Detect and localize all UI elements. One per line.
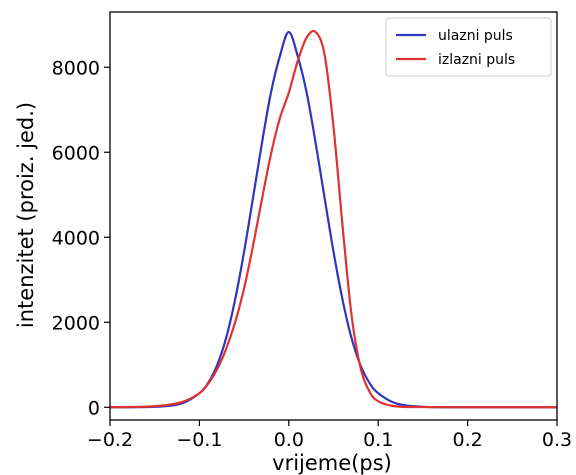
- legend-box: [385, 17, 552, 77]
- x-tick-label: 0.0: [274, 429, 304, 451]
- x-tick-label: 0.3: [542, 429, 572, 451]
- x-axis-label: vrijeme(ps): [272, 451, 392, 475]
- y-tick-label: 4000: [52, 227, 100, 249]
- y-axis-ticks: 0 2000 4000 6000 8000: [52, 57, 110, 419]
- series-line-2: [109, 29, 558, 409]
- x-tick-label: −0.1: [176, 429, 222, 451]
- y-tick-label: 6000: [52, 142, 100, 164]
- y-tick-label: 0: [88, 397, 100, 419]
- y-tick-label: 2000: [52, 312, 100, 334]
- x-axis-ticks: −0.2 −0.1 0.0 0.1 0.2 0.3: [87, 420, 572, 451]
- x-tick-label: −0.2: [87, 429, 133, 451]
- y-tick-label: 8000: [52, 57, 100, 79]
- legend: ulazni puls izlazni puls: [385, 17, 552, 77]
- legend-label: ulazni puls: [438, 28, 513, 44]
- legend-label: izlazni puls: [438, 52, 515, 68]
- plot-frame: [109, 11, 558, 421]
- x-tick-label: 0.1: [363, 429, 393, 451]
- y-axis-label: intenzitet (proiz. jed.): [14, 102, 38, 328]
- x-tick-label: 0.2: [452, 429, 482, 451]
- plot-area: [109, 11, 558, 421]
- series-line-1: [109, 30, 558, 409]
